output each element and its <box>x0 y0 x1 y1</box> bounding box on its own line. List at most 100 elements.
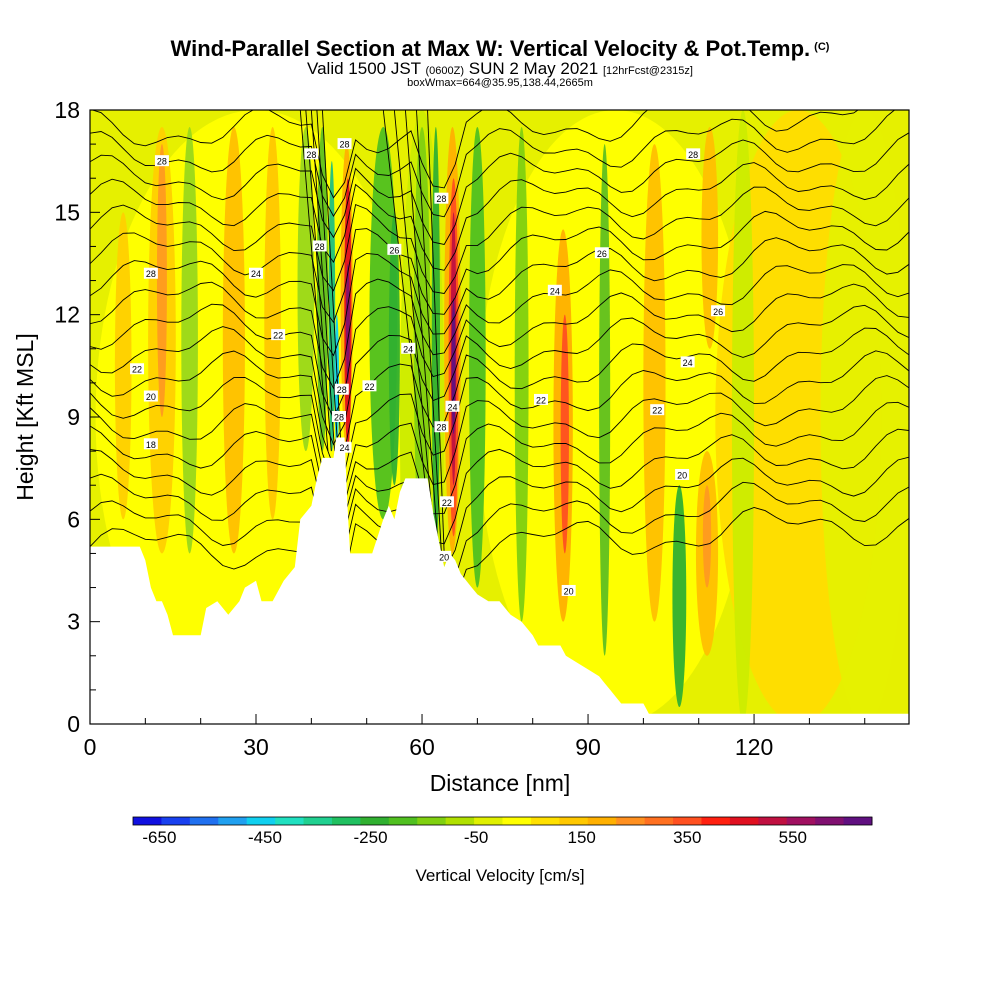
colorbar-frame <box>132 816 873 826</box>
subtitle-zulu: (0600Z) <box>425 65 465 77</box>
contour-label: 26 <box>711 305 726 317</box>
contour-label-text: 20 <box>439 552 449 562</box>
contour-label-bg <box>337 138 352 150</box>
theta-contour <box>90 456 909 572</box>
contour-label-text: 22 <box>652 406 662 416</box>
colorbar-swatch <box>445 817 475 825</box>
x-tick-label: 0 <box>84 734 97 760</box>
colorbar-swatch <box>331 817 361 825</box>
contour-label: 28 <box>332 411 347 423</box>
contour-label-text: 28 <box>146 269 156 279</box>
contour-label-text: 28 <box>337 385 347 395</box>
theta-contour <box>90 304 909 446</box>
theta-contour <box>90 350 909 486</box>
contour-label-text: 26 <box>713 307 723 317</box>
y-tick-label: 18 <box>54 97 80 123</box>
velocity-band <box>599 144 611 656</box>
colorbar-tick-label: -650 <box>142 828 176 847</box>
theta-contour <box>90 375 909 501</box>
contour-label-bg <box>249 267 264 279</box>
contour-label-text: 22 <box>132 365 142 375</box>
velocity-band <box>114 212 132 520</box>
colorbar-swatch <box>644 817 674 825</box>
contour-label-text: 24 <box>683 358 693 368</box>
colorbar-swatch <box>530 817 560 825</box>
velocity-band <box>514 127 529 622</box>
contour-label-text: 22 <box>442 498 452 508</box>
velocity-band <box>560 314 569 554</box>
theta-contour <box>90 132 909 246</box>
contour-label: 22 <box>534 393 549 405</box>
velocity-band <box>264 127 281 520</box>
contour-label-bg <box>445 400 460 412</box>
contour-label-bg <box>362 380 377 392</box>
contour-label-text: 22 <box>273 331 283 341</box>
contour-label-text: 22 <box>364 382 374 392</box>
colorbar-swatch <box>474 817 503 825</box>
contour-label: 24 <box>249 267 264 279</box>
velocity-band <box>731 110 755 724</box>
velocity-band <box>181 127 198 554</box>
colorbar-swatch <box>616 817 646 825</box>
colorbar-swatch <box>729 817 759 825</box>
theta-contour <box>90 110 896 218</box>
contour-label-bg <box>434 192 449 204</box>
contour-label: 22 <box>439 496 454 508</box>
colorbar-tick-label: -450 <box>248 828 282 847</box>
y-tick-label: 6 <box>67 506 80 532</box>
contour-label-bg <box>680 356 695 368</box>
velocity-band <box>672 485 687 707</box>
contour-label-bg <box>439 496 454 508</box>
theta-contour <box>90 237 909 357</box>
colorbar-swatch <box>587 817 617 825</box>
y-tick-label: 15 <box>54 199 80 225</box>
contour-label-bg <box>332 411 347 422</box>
contour-label-text: 28 <box>688 150 698 160</box>
contour-label: 28 <box>337 138 352 150</box>
contour-label: 22 <box>650 404 665 416</box>
colorbar-swatch <box>246 817 276 825</box>
contour-label-bg <box>337 441 352 453</box>
colorbar-swatch <box>417 817 447 825</box>
theta-contour <box>91 110 859 199</box>
contour-label-bg <box>130 363 145 375</box>
terrain-polygon <box>90 437 909 724</box>
subtitle-forecast: [12hrFcst@2315z] <box>602 65 693 77</box>
contour-label-bg <box>434 421 449 433</box>
contour-label: 24 <box>680 356 695 368</box>
contour-label: 24 <box>445 400 460 412</box>
colorbar-swatch <box>189 817 219 825</box>
colorbar-swatch <box>218 817 248 825</box>
y-tick-label: 0 <box>67 711 80 737</box>
contour-label-bg <box>711 305 726 317</box>
contour-label-text: 28 <box>334 413 344 423</box>
contour-label: 28 <box>334 383 349 395</box>
contour-label-text: 22 <box>536 395 546 405</box>
contour-label: 28 <box>686 148 701 160</box>
y-axis-label: Height [Kft MSL] <box>12 333 38 500</box>
colorbar-tick-label: -50 <box>464 828 489 847</box>
chart-subtitle: Valid 1500 JST (0600Z) SUN 2 May 2021 [1… <box>0 59 1000 79</box>
contour-label-bg <box>686 148 701 160</box>
contour-label-bg <box>143 390 158 402</box>
colorbar-swatch <box>502 817 532 825</box>
contour-label-text: 26 <box>389 245 399 255</box>
contour-label: 26 <box>387 243 402 255</box>
contour-label: 28 <box>434 421 449 433</box>
contour-label: 22 <box>130 363 145 375</box>
contour-label: 18 <box>143 438 158 450</box>
x-tick-label: 60 <box>409 734 435 760</box>
colorbar-swatch <box>275 817 305 825</box>
contour-label: 22 <box>362 380 377 392</box>
velocity-band <box>345 263 350 383</box>
colorbar-label: Vertical Velocity [cm/s] <box>415 866 584 885</box>
contour-label-text: 28 <box>436 194 446 204</box>
colorbar-swatch <box>815 817 845 825</box>
contour-label: 28 <box>312 240 327 252</box>
colorbar: -650 -450 -250 -50 150 350 550 <box>132 816 873 847</box>
theta-contour <box>90 401 909 516</box>
theta-contour <box>90 186 909 294</box>
theta-contour <box>90 210 909 324</box>
theta-contour <box>90 264 909 390</box>
x-axis-label: Distance [nm] <box>430 770 571 796</box>
